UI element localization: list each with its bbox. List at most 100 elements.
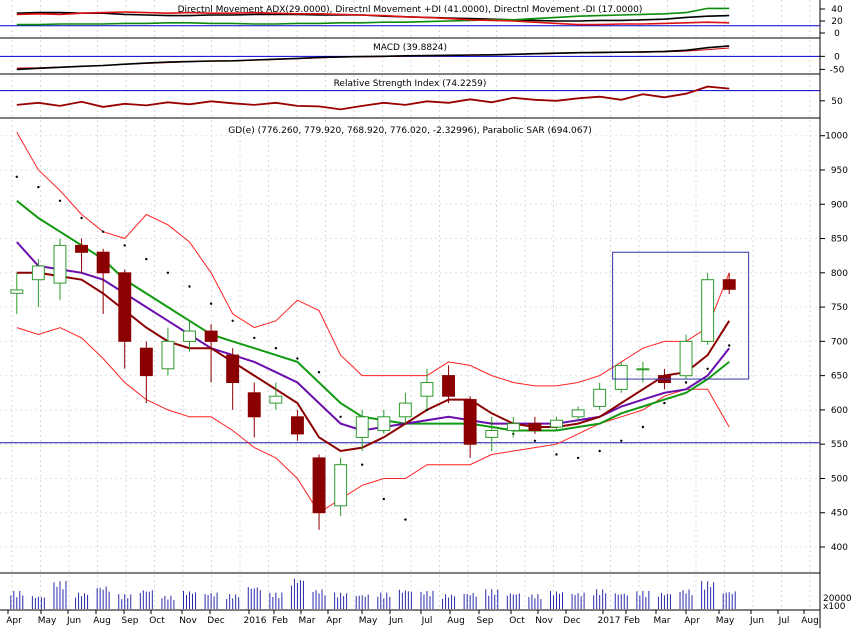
candle-body: [10, 289, 24, 294]
sar-dot: [641, 425, 645, 429]
candle-body: [118, 272, 132, 342]
x-axis-label: Aug: [447, 616, 465, 626]
sar-dot: [166, 271, 170, 274]
candle-body: [75, 244, 88, 253]
candle-body: [722, 279, 736, 290]
sar-dot: [145, 257, 148, 261]
price-tick-label: 650: [831, 372, 848, 382]
sar-dot: [706, 367, 709, 370]
sar-dot: [576, 456, 580, 460]
moving-average-fast-line: [16, 271, 731, 453]
x-axis-label: Apr: [6, 616, 22, 626]
x-axis-label: Dec: [207, 616, 224, 626]
moving-average-mid-line: [16, 241, 730, 432]
dm-plus_di-line: [16, 7, 730, 26]
x-axis-label: Mar: [299, 616, 316, 626]
x-axis-label: Oct: [149, 616, 165, 626]
volume-unit-label: x100: [823, 602, 846, 612]
sar-dot: [728, 344, 731, 347]
price-panel-title: GD(e) (776.260, 779.920, 768.920, 776.02…: [228, 126, 591, 136]
candle-body: [398, 402, 412, 418]
candle-body: [161, 340, 175, 370]
candle-body: [53, 244, 67, 284]
x-axis-label: Jun: [749, 616, 764, 626]
candle-body: [291, 416, 304, 435]
price-tick-label: 950: [831, 166, 848, 176]
moving-average-slow-line: [16, 200, 730, 432]
macd-tick-label: 0: [834, 52, 840, 62]
price-tick-label: 550: [831, 440, 848, 450]
price-tick-label: 600: [831, 406, 848, 416]
sar-dot: [188, 285, 191, 288]
x-axis-label: Feb: [272, 616, 288, 626]
x-axis-label: Jun: [66, 616, 81, 626]
macd-panel-title: MACD (39.8824): [373, 43, 447, 53]
x-axis-label: Sep: [477, 616, 494, 626]
sar-dot: [58, 199, 62, 202]
sar-dot: [37, 185, 40, 189]
price-tick-label: 900: [831, 200, 848, 210]
sar-dot: [663, 401, 666, 405]
candle-body: [334, 464, 348, 507]
candle-body: [614, 364, 628, 390]
candle-body: [183, 330, 197, 342]
dm-panel-title: Directnl Movement ADX(29.0000), Directnl…: [178, 5, 643, 15]
x-axis-label: Feb: [624, 616, 640, 626]
candle-body: [506, 423, 520, 432]
candle-body: [593, 388, 607, 407]
x-axis-label: 2016: [244, 616, 267, 626]
price-tick-label: 700: [831, 337, 848, 347]
candle-body: [96, 251, 110, 274]
sar-dot: [123, 244, 126, 247]
x-axis-label: May: [38, 616, 57, 626]
sar-dot: [620, 439, 623, 442]
rsi-panel-title: Relative Strength Index (74.2259): [334, 79, 487, 89]
price-tick-label: 500: [831, 474, 848, 484]
x-axis-label: Jul: [778, 616, 790, 626]
candle-body: [571, 409, 585, 418]
candle-body: [701, 279, 715, 342]
rsi-tick-label: 50: [831, 97, 843, 107]
price-tick-label: 750: [831, 303, 848, 313]
price-tick-label: 850: [831, 235, 848, 245]
candle-body: [312, 457, 326, 514]
price-tick-label: 1000: [825, 132, 848, 142]
price-tick-label: 800: [831, 269, 848, 279]
x-axis-label: Jun: [388, 616, 403, 626]
x-axis-label: Aug: [801, 616, 819, 626]
candle-body: [226, 354, 240, 384]
sar-dot: [598, 449, 601, 453]
candle-body: [528, 423, 542, 432]
x-axis-label: Jul: [421, 616, 433, 626]
x-axis-label: Sep: [122, 616, 139, 626]
highlight-box: [612, 251, 750, 380]
x-axis-label: Aug: [93, 616, 111, 626]
candle-body: [420, 382, 434, 397]
sar-dot: [339, 415, 342, 418]
candle-body: [269, 395, 283, 404]
sar-dot: [404, 518, 407, 521]
x-axis-label: Oct: [509, 616, 525, 626]
candle-body: [355, 416, 369, 438]
x-axis-label: Nov: [179, 616, 197, 626]
sar-dot: [296, 357, 299, 360]
dm-tick-label: 0: [834, 29, 840, 39]
sar-dot: [533, 439, 537, 442]
sar-dot: [274, 347, 278, 350]
price-tick-label: 400: [831, 543, 848, 553]
sar-dot: [555, 453, 558, 456]
sar-dot: [209, 302, 213, 305]
macd-tick-label: -50: [830, 65, 845, 75]
sar-dot: [382, 497, 385, 501]
macd-line: [16, 45, 730, 71]
dm-tick-label: 20: [831, 17, 843, 27]
sar-dot: [684, 381, 688, 384]
candle-body: [679, 340, 693, 377]
candle-body: [204, 330, 218, 342]
candle-body: [463, 399, 477, 445]
x-axis-label: Apr: [326, 616, 342, 626]
dm-minus_di-line: [16, 11, 730, 26]
x-axis-label: Dec: [563, 616, 580, 626]
volume-tick-label: 20000: [823, 594, 851, 604]
